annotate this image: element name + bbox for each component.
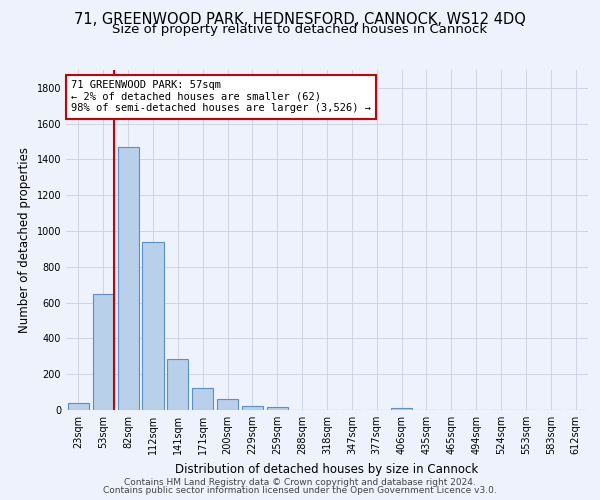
X-axis label: Distribution of detached houses by size in Cannock: Distribution of detached houses by size …	[175, 462, 479, 475]
Bar	[192, 388, 213, 410]
Bar	[142, 242, 164, 410]
Text: Contains HM Land Registry data © Crown copyright and database right 2024.: Contains HM Land Registry data © Crown c…	[124, 478, 476, 487]
Text: 71, GREENWOOD PARK, HEDNESFORD, CANNOCK, WS12 4DQ: 71, GREENWOOD PARK, HEDNESFORD, CANNOCK,…	[74, 12, 526, 28]
Text: Size of property relative to detached houses in Cannock: Size of property relative to detached ho…	[112, 22, 488, 36]
Text: 71 GREENWOOD PARK: 57sqm
← 2% of detached houses are smaller (62)
98% of semi-de: 71 GREENWOOD PARK: 57sqm ← 2% of detache…	[71, 80, 371, 114]
Y-axis label: Number of detached properties: Number of detached properties	[18, 147, 31, 333]
Bar	[217, 400, 238, 410]
Bar	[68, 403, 89, 410]
Bar	[118, 147, 139, 410]
Bar	[391, 408, 412, 410]
Bar	[167, 359, 188, 410]
Bar	[93, 294, 114, 410]
Bar	[242, 406, 263, 410]
Bar	[267, 408, 288, 410]
Text: Contains public sector information licensed under the Open Government Licence v3: Contains public sector information licen…	[103, 486, 497, 495]
